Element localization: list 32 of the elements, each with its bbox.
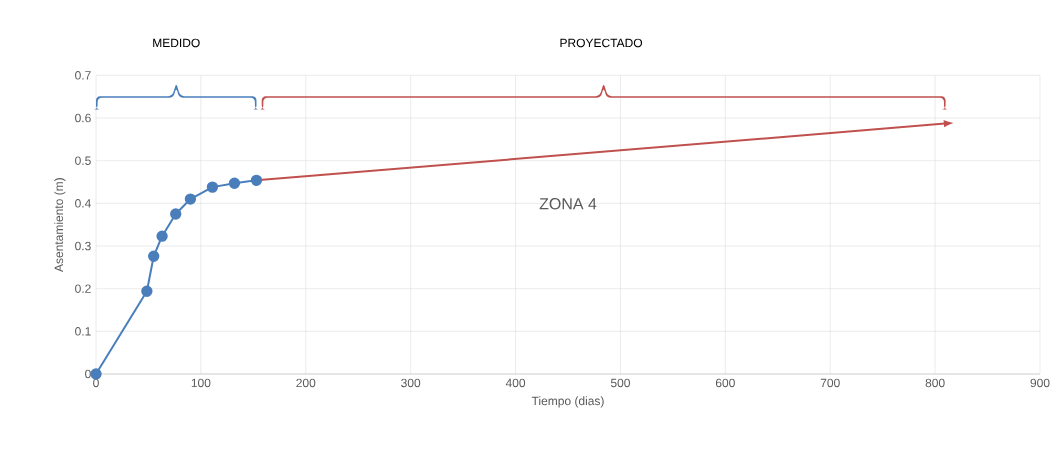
y-tick-label: 0.2	[75, 284, 91, 293]
x-tick-label: 700	[820, 378, 840, 388]
x-tick-label: 400	[505, 378, 526, 388]
y-tick-label: 0.5	[75, 156, 91, 165]
x-tick-label: 900	[1030, 378, 1050, 388]
point	[170, 208, 182, 220]
point	[148, 250, 160, 262]
point	[184, 193, 197, 205]
point	[943, 120, 954, 128]
annotation: ZONA 4	[539, 198, 597, 210]
point	[156, 230, 168, 242]
x-tick-label: 0	[93, 378, 99, 388]
y-tick-label: 0.1	[75, 327, 91, 336]
x-axis-title: Tiempo (dias)	[531, 396, 604, 408]
y-tick-label: 0.6	[75, 113, 91, 123]
point	[206, 181, 219, 193]
y-axis-title: Asentamiento (m)	[54, 178, 66, 272]
y-tick-label: 0	[85, 369, 91, 379]
x-tick-label: 800	[925, 378, 945, 388]
x-tick-label: 300	[401, 378, 421, 388]
x-tick-label: 100	[191, 378, 211, 388]
y-tick-label: 0.4	[75, 199, 91, 208]
x-tick-label: 200	[296, 378, 316, 388]
point	[228, 177, 241, 189]
text: PROYECTADO	[560, 38, 643, 48]
y-tick-label: 0.7	[75, 71, 91, 80]
x-tick-label: 500	[610, 378, 630, 388]
point	[141, 285, 153, 297]
point	[250, 174, 263, 186]
text: MEDIDO	[153, 38, 200, 48]
x-tick-label: 600	[715, 378, 735, 388]
y-tick-label: 0.3	[75, 241, 91, 251]
